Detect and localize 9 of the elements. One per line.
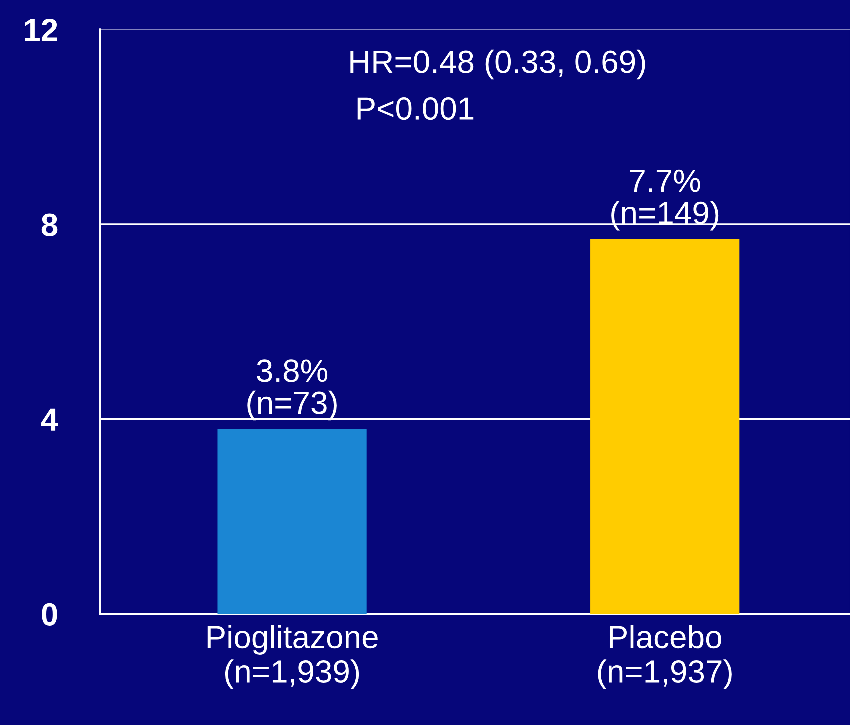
x-tick-label: Placebo (n=1,937): [598, 625, 732, 690]
y-tick-label: 8: [42, 214, 58, 236]
y-tick-label: 12: [25, 18, 58, 42]
annotation: HR=0.48 (0.33, 0.69): [350, 50, 646, 80]
data-label: 3.8% (n=73): [248, 360, 337, 421]
x-tick-label: Pioglitazone (n=1,939): [208, 625, 378, 690]
annotation: P<0.001: [358, 97, 474, 120]
y-tick-label: 4: [41, 408, 58, 431]
y-tick-label: 0: [42, 603, 58, 626]
